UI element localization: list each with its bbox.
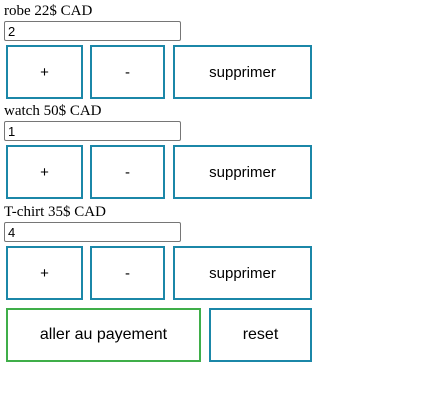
decrease-button[interactable]: -: [90, 45, 165, 99]
increase-button[interactable]: +: [6, 246, 83, 300]
quantity-input[interactable]: [4, 21, 181, 41]
remove-button[interactable]: supprimer: [173, 45, 312, 99]
quantity-input[interactable]: [4, 222, 181, 242]
remove-button[interactable]: supprimer: [173, 246, 312, 300]
product-title: robe 22$ CAD: [4, 3, 93, 19]
remove-button[interactable]: supprimer: [173, 145, 312, 199]
decrease-button[interactable]: -: [90, 246, 165, 300]
increase-button[interactable]: +: [6, 145, 83, 199]
checkout-button[interactable]: aller au payement: [6, 308, 201, 362]
product-title: T-chirt 35$ CAD: [4, 204, 106, 220]
reset-button[interactable]: reset: [209, 308, 312, 362]
decrease-button[interactable]: -: [90, 145, 165, 199]
product-title: watch 50$ CAD: [4, 103, 102, 119]
increase-button[interactable]: +: [6, 45, 83, 99]
quantity-input[interactable]: [4, 121, 181, 141]
